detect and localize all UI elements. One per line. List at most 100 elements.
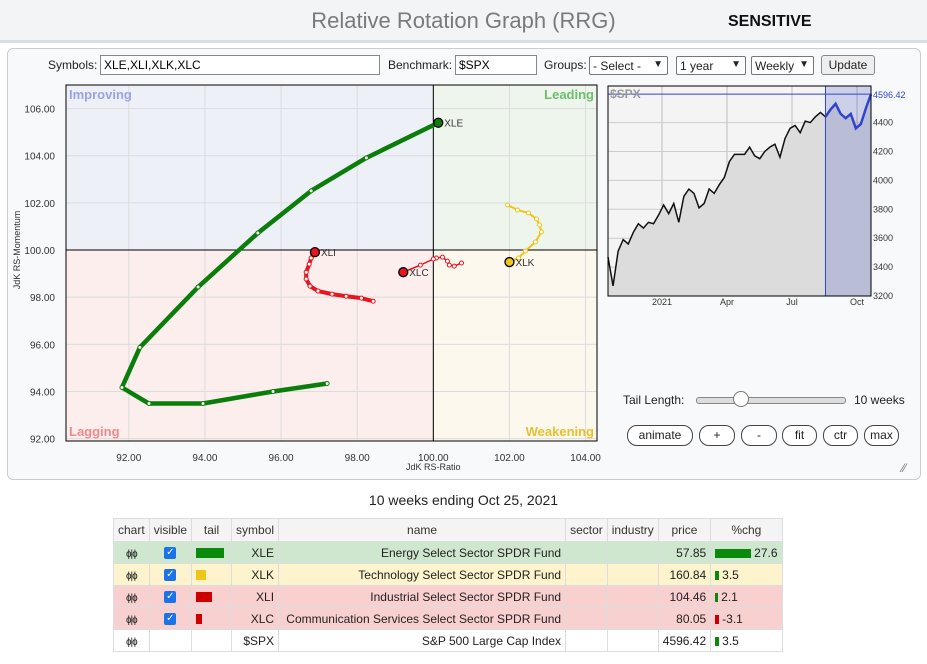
chart-cell[interactable]: ɸ|ɸ [113, 541, 150, 564]
tail-color-swatch[interactable] [196, 570, 207, 581]
visible-cell[interactable]: ✓ [148, 541, 193, 564]
tail-point [324, 380, 330, 386]
zoom-in-button[interactable]: + [699, 425, 735, 446]
symbols-input[interactable] [100, 55, 380, 75]
x-tick-label: 2021 [652, 297, 672, 307]
candlestick-icon[interactable]: ɸ|ɸ [126, 592, 138, 604]
tail-color-swatch[interactable] [196, 592, 213, 603]
visible-checkbox[interactable]: ✓ [164, 613, 177, 626]
table-header-row: chart visible tail symbol name sector industry… [113, 518, 783, 542]
industry-cell [606, 607, 659, 630]
tail-point [446, 262, 452, 268]
y-tick-label: 3800 [873, 204, 893, 214]
tail-point [451, 263, 457, 269]
tail-point [306, 261, 312, 267]
chart-cell[interactable]: ɸ|ɸ [113, 607, 150, 630]
tail-cell [191, 585, 233, 608]
center-button[interactable]: ctr [823, 425, 858, 446]
table-row[interactable]: ɸ|ɸ ✓ XLI Industrial Select Sector SPDR Fun… [113, 585, 783, 608]
tail-length-slider-handle[interactable] [733, 391, 750, 407]
head-marker-xlk [504, 256, 515, 268]
sector-cell [565, 541, 608, 564]
tail-length-slider[interactable] [696, 397, 846, 404]
table-row[interactable]: ɸ|ɸ ✓ XLE Energy Select Sector SPDR Fund 57.… [113, 541, 783, 564]
benchmark-label: $SPX [610, 87, 641, 101]
visible-cell[interactable] [148, 629, 193, 652]
last-price-label: 4596.42 [873, 90, 906, 100]
table-caption: 10 weeks ending Oct 25, 2021 [368, 492, 559, 508]
period-value: 1 year [680, 59, 714, 73]
visible-cell[interactable]: ✓ [148, 607, 193, 630]
benchmark-chart: 2021 Apr Jul Oct 3200 3400 3600 3800 4000 4200 440… [607, 85, 906, 307]
chart-cell[interactable]: ɸ|ɸ [113, 585, 150, 608]
tail-length-value: 10 weeks [854, 393, 905, 407]
visible-cell[interactable]: ✓ [148, 563, 193, 586]
tail-point [370, 298, 376, 304]
visible-checkbox[interactable]: ✓ [164, 569, 177, 582]
column-header-price[interactable]: price [657, 518, 712, 542]
tail-point [303, 276, 309, 282]
benchmark-label: Benchmark: [388, 58, 453, 72]
y-axis-title: JdK RS-Momentum [12, 211, 22, 290]
tail-point [119, 384, 125, 390]
tail-point [533, 216, 539, 222]
candlestick-icon[interactable]: ɸ|ɸ [126, 570, 138, 582]
table-row[interactable]: ɸ|ɸ ✓ XLK Technology Select Sector SPDR Fun… [113, 563, 783, 586]
tail-point [514, 207, 520, 213]
column-header-sector[interactable]: sector [565, 518, 608, 542]
zoom-out-button[interactable]: - [741, 425, 777, 446]
visible-checkbox[interactable]: ✓ [164, 591, 177, 604]
column-header-symbol[interactable]: symbol [231, 518, 280, 542]
column-header-chart[interactable]: chart [113, 518, 150, 542]
name-cell: Communication Services Select Sector SPD… [278, 607, 567, 630]
resize-handle-icon[interactable]: ⁄⁄ [902, 461, 907, 475]
candlestick-icon[interactable]: ɸ|ɸ [126, 636, 138, 648]
tail-point [430, 256, 436, 262]
update-button[interactable]: Update [821, 55, 875, 75]
lagging-label: Lagging [69, 424, 120, 439]
symbol-cell: XLI [231, 585, 280, 608]
tail-color-swatch[interactable] [196, 548, 225, 559]
chart-cell[interactable]: ɸ|ɸ [113, 563, 150, 586]
candlestick-icon[interactable]: ɸ|ɸ [126, 614, 138, 626]
fit-button[interactable]: fit [782, 425, 817, 446]
interval-select[interactable]: Weekly ▼ [751, 56, 814, 75]
chart-cell[interactable]: ɸ|ɸ [113, 629, 150, 652]
column-header-name[interactable]: name [278, 518, 567, 542]
sector-cell [565, 563, 608, 586]
title-bar: Relative Rotation Graph (RRG) SENSITIVE [0, 0, 927, 43]
symbol-cell: XLK [231, 563, 280, 586]
x-tick-label: 98.00 [345, 453, 370, 464]
x-tick-label: 94.00 [192, 453, 217, 464]
column-header-pctchg[interactable]: %chg [710, 518, 783, 542]
period-select[interactable]: 1 year ▼ [676, 56, 746, 75]
tail-point [444, 258, 450, 264]
industry-cell [606, 585, 659, 608]
visible-cell[interactable]: ✓ [148, 585, 193, 608]
visible-checkbox[interactable]: ✓ [164, 547, 177, 560]
weakening-label: Weakening [526, 424, 594, 439]
head-marker-xlc [398, 267, 409, 278]
tail-point [270, 388, 276, 394]
y-tick-label: 3400 [873, 262, 893, 272]
benchmark-input[interactable] [455, 55, 537, 75]
max-button[interactable]: max [864, 425, 899, 446]
tail-point [458, 260, 464, 266]
head-marker-xle [433, 117, 444, 128]
rrg-chart[interactable]: 92.00 94.00 96.00 98.00 100.00 102.00 104.00 92… [0, 0, 927, 480]
groups-select[interactable]: - Select - ▼ [589, 56, 668, 75]
column-header-visible[interactable]: visible [148, 518, 193, 542]
industry-cell [606, 629, 659, 652]
candlestick-icon[interactable]: ɸ|ɸ [126, 548, 138, 560]
animate-button[interactable]: animate [627, 425, 693, 446]
y-tick-label: 92.00 [30, 435, 55, 446]
table-row[interactable]: ɸ|ɸ ✓ XLC Communication Services Select Sec… [113, 607, 783, 630]
pct-change-value: -3.1 [722, 611, 743, 626]
column-header-tail[interactable]: tail [191, 518, 233, 542]
table-row[interactable]: ɸ|ɸ $SPX S&P 500 Large Cap Index 4596.42 3.5 [113, 629, 783, 652]
tail-color-swatch[interactable] [196, 614, 203, 625]
head-marker-xli [309, 247, 321, 258]
price-cell: 160.84 [657, 563, 712, 586]
x-tick-label: 96.00 [269, 453, 294, 464]
column-header-industry[interactable]: industry [606, 518, 659, 542]
